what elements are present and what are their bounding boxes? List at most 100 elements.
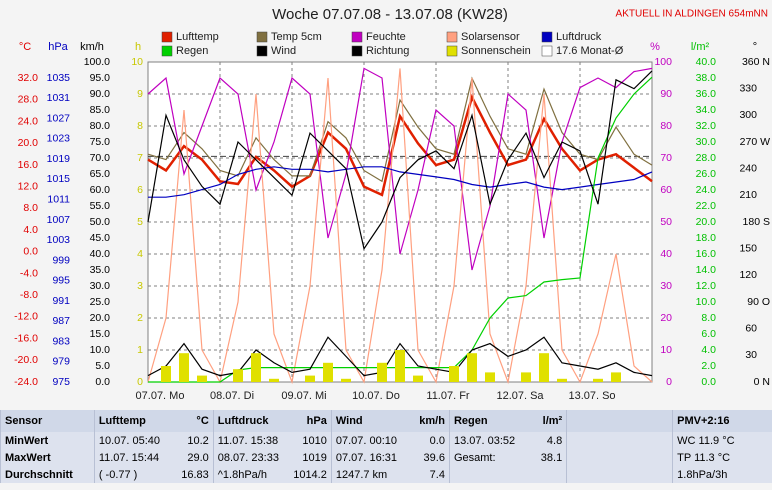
y-tick-label: 995 bbox=[52, 275, 70, 287]
y-tick-label: 90 O bbox=[747, 296, 770, 308]
y-tick-label: 80.0 bbox=[90, 120, 111, 132]
bar bbox=[557, 378, 567, 382]
y-tick-label: 0.0 bbox=[701, 376, 716, 388]
cell-text: 10.07. 05:40 bbox=[98, 434, 160, 447]
y-tick-label: 70 bbox=[660, 152, 672, 164]
y-tick-label: 4.0 bbox=[701, 344, 716, 356]
table-cell: ( -0.77 ) 16.83 bbox=[93, 466, 214, 483]
y-tick-label: 90.0 bbox=[90, 88, 111, 100]
y-tick-label: 8.0 bbox=[23, 202, 38, 214]
legend-label: Wind bbox=[271, 45, 296, 57]
y-tick-label: 300 bbox=[739, 109, 757, 121]
y-tick-label: 30 bbox=[660, 280, 672, 292]
legend-label: Temp 5cm bbox=[271, 31, 322, 43]
y-tick-label: 100 bbox=[654, 56, 672, 68]
cell-text: 13.07. 03:52 bbox=[453, 434, 516, 447]
cell-text: TP 11.3 °C bbox=[677, 451, 731, 464]
cell-text: 7.4 bbox=[429, 468, 445, 481]
y-tick-label: 0 bbox=[137, 376, 143, 388]
table-cell bbox=[566, 466, 673, 483]
cell-text: 38.1 bbox=[540, 451, 563, 464]
row-label: MaxWert bbox=[0, 449, 95, 466]
legend-swatch bbox=[541, 45, 553, 57]
cell-text: 11.07. 15:38 bbox=[217, 434, 279, 447]
y-tick-label: 7 bbox=[137, 152, 143, 164]
y-tick-label: 10 bbox=[660, 344, 672, 356]
y-tick-label: 270 W bbox=[740, 136, 770, 148]
y-tick-label: 5.0 bbox=[95, 360, 110, 372]
y-tick-label: -8.0 bbox=[20, 289, 38, 301]
cell-text: 10.2 bbox=[187, 434, 209, 447]
y-tick-label: 1007 bbox=[47, 214, 71, 226]
x-tick-label: 09.07. Mi bbox=[281, 390, 326, 402]
y-tick-label: -12.0 bbox=[14, 311, 38, 323]
bar bbox=[449, 366, 459, 382]
y-tick-label: 18.0 bbox=[696, 232, 717, 244]
y-tick-label: 1003 bbox=[47, 234, 71, 246]
row-label: MinWert bbox=[0, 432, 95, 449]
y-tick-label: 100.0 bbox=[84, 56, 110, 68]
y-tick-label: 0 N bbox=[754, 376, 770, 388]
bar bbox=[395, 350, 405, 382]
y-tick-label: 1019 bbox=[47, 153, 71, 165]
y-tick-label: 8 bbox=[137, 120, 143, 132]
header-title: Sensor bbox=[5, 415, 43, 427]
y-tick-label: 983 bbox=[52, 335, 70, 347]
y-tick-label: 9 bbox=[137, 88, 143, 100]
header-cell: Wind km/h bbox=[330, 410, 450, 432]
series-line bbox=[147, 336, 653, 377]
series-line bbox=[147, 70, 653, 251]
y-tick-label: 180 S bbox=[743, 216, 770, 228]
y-tick-label: 10.0 bbox=[696, 296, 717, 308]
y-tick-label: -4.0 bbox=[20, 267, 38, 279]
cell-text: WC 11.9 °C bbox=[677, 434, 735, 447]
y-tick-label: 4 bbox=[137, 248, 143, 260]
y-tick-label: -16.0 bbox=[14, 332, 38, 344]
table-cell bbox=[448, 466, 567, 483]
table-cell: 13.07. 03:52 4.8 bbox=[448, 432, 567, 449]
cell-text: 4.8 bbox=[546, 434, 563, 447]
legend-swatch bbox=[351, 31, 363, 43]
y-tick-label: 28.0 bbox=[18, 94, 39, 106]
y-tick-label: 0 bbox=[666, 376, 672, 388]
y-tick-label: 979 bbox=[52, 356, 70, 368]
y-tick-label: 55.0 bbox=[90, 200, 111, 212]
y-tick-label: 2.0 bbox=[701, 360, 716, 372]
y-tick-label: 4.0 bbox=[23, 224, 38, 236]
y-tick-label: 3 bbox=[137, 280, 143, 292]
bar bbox=[305, 375, 315, 382]
table-cell: 10.07. 05:40 10.2 bbox=[93, 432, 214, 449]
y-tick-label: 999 bbox=[52, 254, 70, 266]
y-tick-label: 40.0 bbox=[90, 248, 111, 260]
bar bbox=[521, 372, 531, 382]
y-tick-label: 22.0 bbox=[696, 200, 717, 212]
cell-text: 11.07. 15:44 bbox=[98, 451, 160, 464]
y-tick-label: 60.0 bbox=[90, 184, 111, 196]
cell-text: 07.07. 00:10 bbox=[335, 434, 398, 447]
header-title: Lufttemp bbox=[98, 415, 146, 427]
y-tick-label: 150 bbox=[739, 242, 757, 254]
y-tick-label: 30.0 bbox=[696, 136, 717, 148]
series-line bbox=[147, 93, 653, 197]
legend-swatch bbox=[256, 45, 268, 57]
y-tick-label: 991 bbox=[52, 295, 70, 307]
cell-text: ^1.8hPa/h bbox=[217, 468, 267, 481]
x-tick-label: 10.07. Do bbox=[352, 390, 400, 402]
table-cell: 1247.7 km 7.4 bbox=[330, 466, 450, 483]
y-tick-label: 120 bbox=[739, 269, 757, 281]
header-title: Regen bbox=[453, 415, 488, 427]
bar bbox=[323, 362, 333, 382]
x-tick-label: 08.07. Di bbox=[210, 390, 254, 402]
y-tick-label: 24.0 bbox=[696, 184, 717, 196]
y-tick-label: 45.0 bbox=[90, 232, 111, 244]
y-tick-label: 20.0 bbox=[90, 312, 111, 324]
y-tick-label: 30.0 bbox=[90, 280, 111, 292]
y-tick-label: 30 bbox=[745, 349, 757, 361]
y-tick-label: 360 N bbox=[742, 56, 770, 68]
cell-text: 1014.2 bbox=[293, 468, 327, 481]
table-cell: 11.07. 15:38 1010 bbox=[212, 432, 332, 449]
table-cell: TP 11.3 °C bbox=[672, 449, 772, 466]
table-cell: 11.07. 15:44 29.0 bbox=[93, 449, 214, 466]
cell-text: 0.0 bbox=[429, 434, 445, 447]
cell-text: ( -0.77 ) bbox=[98, 468, 138, 481]
